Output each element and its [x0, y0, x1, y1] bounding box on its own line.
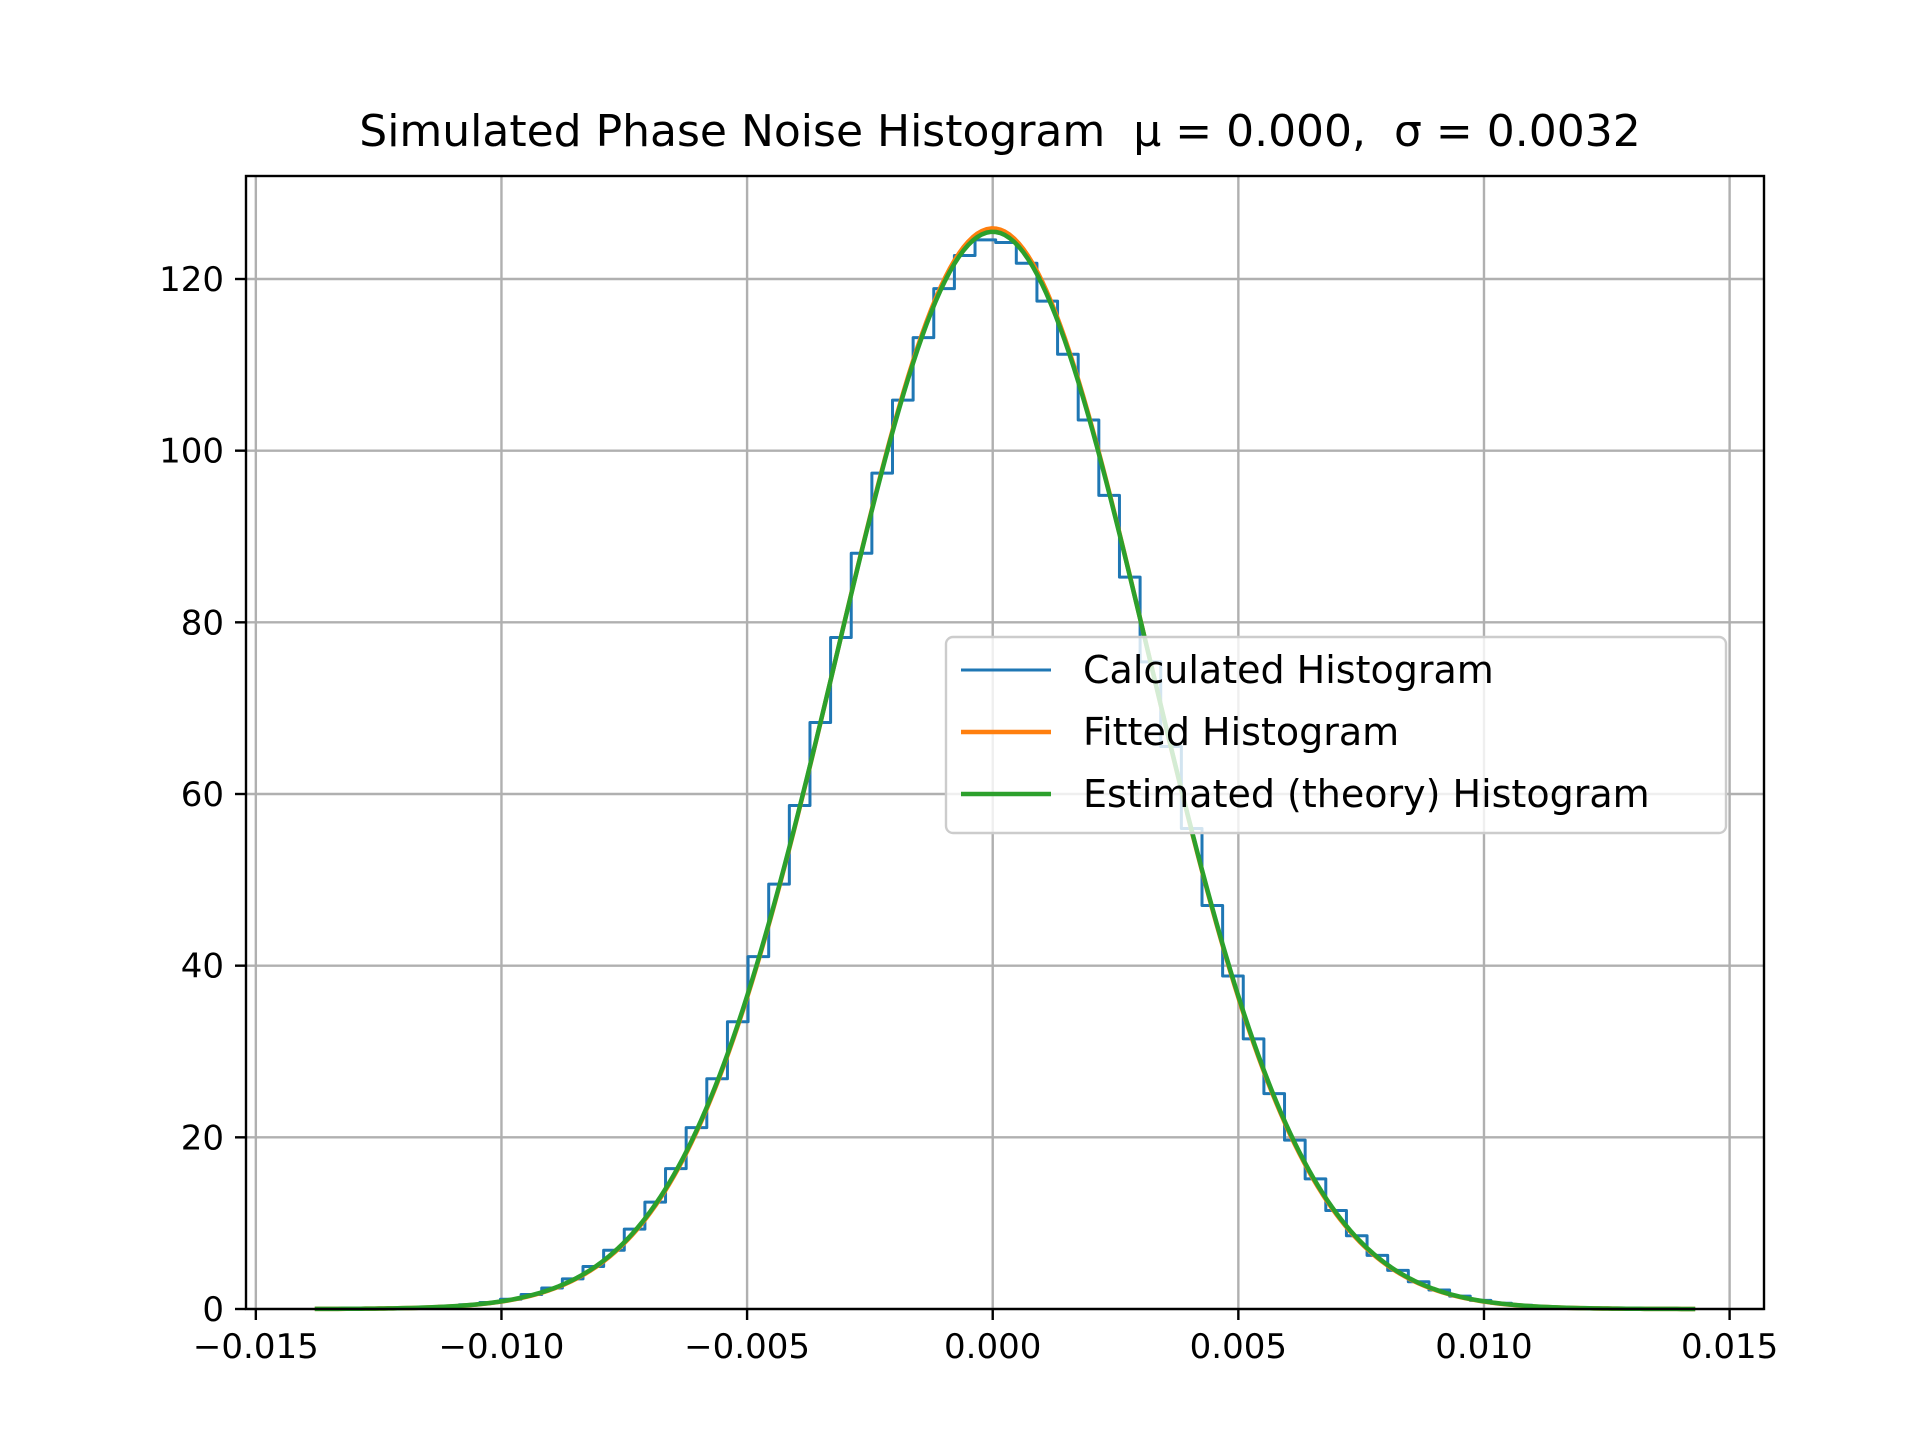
x-tick-label: −0.015: [193, 1327, 319, 1367]
y-tick-label: 20: [181, 1118, 224, 1158]
legend-label-2: Fitted Histogram: [1083, 710, 1399, 754]
y-tick-label: 80: [181, 603, 224, 643]
y-tick-label: 60: [181, 775, 224, 815]
axes-frame: [244, 174, 1766, 1311]
legend-label-1: Calculated Histogram: [1083, 648, 1494, 692]
ticks-layer: −0.015 −0.010 −0.005 0.000 0.005 0.010 0.015 0 2…: [159, 260, 1778, 1367]
y-tick-label: 100: [159, 432, 224, 472]
x-tick-label: 0.000: [944, 1327, 1041, 1367]
chart-title-text: Simulated Phase Noise Histogram: [359, 106, 1105, 157]
chart-title-sigma: σ = 0.0032: [1394, 106, 1641, 157]
x-tick-label: −0.005: [684, 1327, 810, 1367]
legend-box: [944, 635, 1728, 835]
axes-layer: [244, 174, 1766, 1311]
x-tick-label: −0.010: [439, 1327, 565, 1367]
x-tick-label: 0.005: [1190, 1327, 1287, 1367]
legend: Calculated Histogram Fitted Histogram Esti…: [944, 635, 1728, 835]
series-layer: [314, 226, 1696, 1312]
y-tick-label: 0: [202, 1290, 224, 1330]
series-line-3: [314, 229, 1696, 1312]
x-tick-label: 0.010: [1435, 1327, 1532, 1367]
chart-title: Simulated Phase Noise Histogram μ = 0.000…: [359, 106, 1640, 157]
y-tick-label: 40: [181, 947, 224, 987]
legend-label-3: Estimated (theory) Histogram: [1083, 772, 1650, 816]
y-tick-label: 120: [159, 260, 224, 300]
x-tick-label: 0.015: [1681, 1327, 1778, 1367]
chart-title-mu: μ = 0.000,: [1133, 106, 1366, 157]
